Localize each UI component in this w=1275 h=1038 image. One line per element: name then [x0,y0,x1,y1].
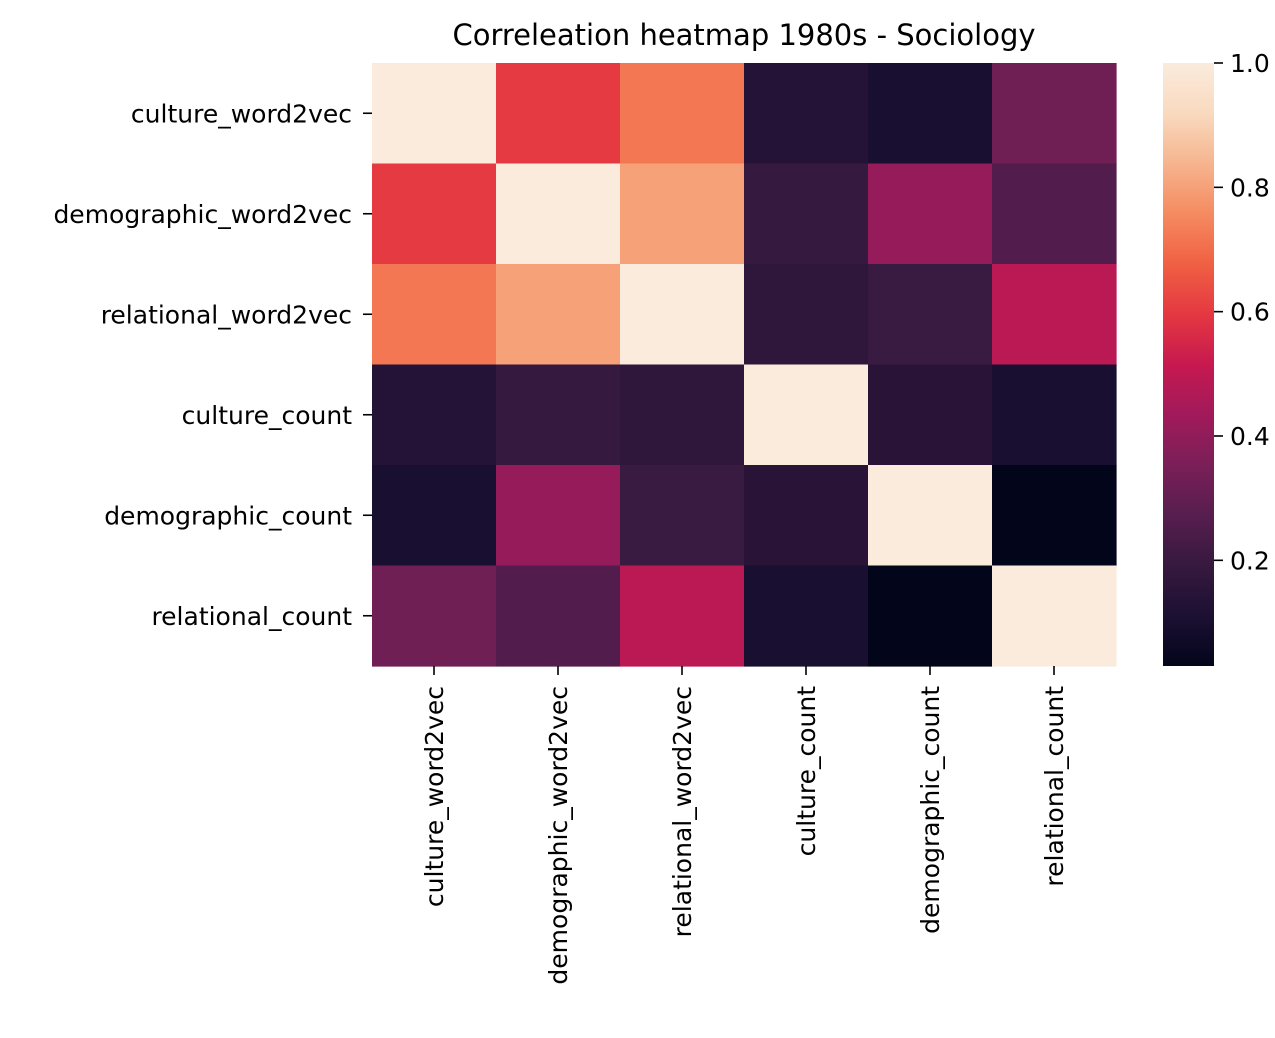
heatmap-cell-culture_count-culture_count [744,364,869,466]
heatmap-cell-demographic_word2vec-relational_word2vec [620,163,745,265]
heatmap-cell-relational_count-culture_count [744,565,869,667]
heatmap-cell-demographic_count-relational_count [992,465,1117,567]
heatmap-cell-culture_word2vec-relational_word2vec [620,63,745,165]
heatmap-cell-relational_count-relational_count [992,565,1117,667]
heatmap-cell-relational_word2vec-culture_word2vec [372,264,497,366]
colorbar-tick-label: 0.2 [1230,546,1270,575]
heatmap-cell-demographic_word2vec-culture_count [744,163,869,265]
colorbar-tick-label: 0.4 [1230,422,1270,451]
heatmap-cell-demographic_count-demographic_count [868,465,993,567]
colorbar-gradient [1163,63,1214,666]
colorbar-tick-label: 0.6 [1230,298,1270,327]
heatmap-cell-culture_word2vec-culture_word2vec [372,63,497,165]
chart-title: Correleation heatmap 1980s - Sociology [452,18,1035,52]
column-label: culture_word2vec [420,686,449,907]
colorbar-tick-label: 1.0 [1230,49,1270,78]
heatmap-cell-culture_word2vec-demographic_count [868,63,993,165]
colorbar: 0.2 0.4 0.6 0.8 1.0 [1163,49,1270,666]
row-label: culture_count [182,401,353,430]
heatmap-cell-culture_word2vec-culture_count [744,63,869,165]
heatmap-cell-relational_word2vec-demographic_word2vec [496,264,621,366]
row-labels: culture_word2vec demographic_word2vecrela… [53,99,372,631]
colorbar-tick-label: 0.8 [1230,173,1270,202]
heatmap-cell-relational_word2vec-demographic_count [868,264,993,366]
row-label: demographic_count [104,501,352,530]
column-labels: culture_word2vec demographic_word2vec rela… [420,666,1069,985]
heatmap-cell-demographic_word2vec-demographic_word2vec [496,163,621,265]
heatmap-cell-demographic_count-culture_count [744,465,869,567]
column-label: relational_count [1040,686,1069,887]
heatmap-cell-demographic_word2vec-relational_count [992,163,1117,265]
heatmap-cell-culture_count-relational_word2vec [620,364,745,466]
heatmap-cell-relational_count-demographic_word2vec [496,565,621,667]
heatmap-cell-culture_word2vec-demographic_word2vec [496,63,621,165]
heatmap-cell-demographic_word2vec-culture_word2vec [372,163,497,265]
heatmap-cell-culture_count-demographic_count [868,364,993,466]
row-label: culture_word2vec [131,99,352,128]
heatmap-cell-culture_word2vec-relational_count [992,63,1117,165]
heatmap-cell-demographic_count-culture_word2vec [372,465,497,567]
heatmap-cell-relational_word2vec-culture_count [744,264,869,366]
heatmap-cell-culture_count-demographic_word2vec [496,364,621,466]
column-label: demographic_word2vec [544,686,573,985]
heatmap-cell-relational_word2vec-relational_word2vec [620,264,745,366]
heatmap-cell-relational_count-demographic_count [868,565,993,667]
heatmap-cell-culture_count-culture_word2vec [372,364,497,466]
heatmap-cell-relational_count-culture_word2vec [372,565,497,667]
heatmap-cells [372,63,1117,667]
row-label: relational_count [151,602,352,631]
column-label: demographic_count [916,686,945,934]
heatmap-cell-demographic_count-relational_word2vec [620,465,745,567]
heatmap-cell-culture_count-relational_count [992,364,1117,466]
row-label: demographic_word2vec [53,200,352,229]
heatmap-cell-relational_word2vec-relational_count [992,264,1117,366]
heatmap-cell-demographic_word2vec-demographic_count [868,163,993,265]
column-label: relational_word2vec [668,686,697,937]
heatmap-cell-demographic_count-demographic_word2vec [496,465,621,567]
heatmap-cell-relational_count-relational_word2vec [620,565,745,667]
row-label: relational_word2vec [101,300,352,329]
column-label: culture_count [792,686,821,857]
